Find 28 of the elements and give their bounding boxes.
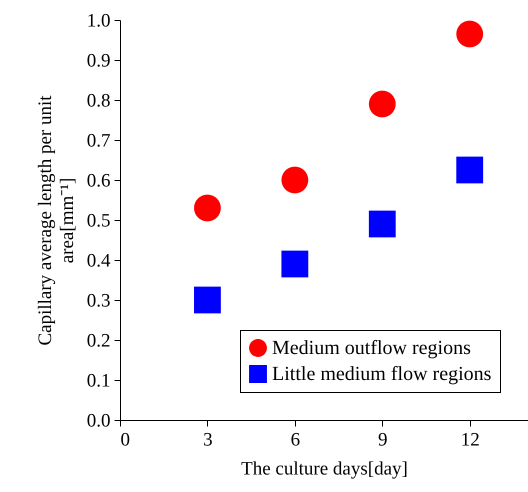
y-tick-label: 0.6 bbox=[86, 170, 110, 192]
y-tick-label: 0.2 bbox=[86, 330, 110, 352]
point bbox=[368, 210, 396, 238]
x-tick-label: 9 bbox=[378, 430, 388, 450]
y-tick-label: 0.3 bbox=[86, 290, 110, 312]
point bbox=[368, 90, 396, 118]
point bbox=[456, 20, 484, 48]
point bbox=[456, 156, 484, 184]
y-tick-label: 0.1 bbox=[86, 370, 110, 392]
y-tick-label: 0.5 bbox=[86, 210, 110, 232]
x-tick-label: 3 bbox=[203, 430, 213, 450]
legend-label: Medium outflow regions bbox=[272, 337, 472, 359]
y-tick-label: 0.9 bbox=[86, 50, 110, 72]
x-tick-label: 12 bbox=[460, 430, 480, 450]
y-tick-label: 0.7 bbox=[86, 130, 110, 152]
point bbox=[281, 250, 308, 278]
x-axis-title: The culture days[day] bbox=[241, 458, 408, 480]
x-tick-label: 0 bbox=[120, 430, 130, 450]
y-tick-label: 0.8 bbox=[86, 90, 110, 112]
y-axis-title: Capillary average length per unit area[mm⁻¹] bbox=[34, 94, 78, 346]
y-tick-label: 1.0 bbox=[86, 10, 110, 32]
point bbox=[194, 194, 221, 222]
legend-label: Little medium flow regions bbox=[272, 363, 492, 385]
y-tick-label: 0.4 bbox=[86, 250, 111, 272]
x-tick-label: 6 bbox=[290, 430, 300, 450]
y-tick-label: 0.0 bbox=[86, 410, 110, 432]
point bbox=[281, 166, 308, 194]
point bbox=[194, 286, 221, 314]
